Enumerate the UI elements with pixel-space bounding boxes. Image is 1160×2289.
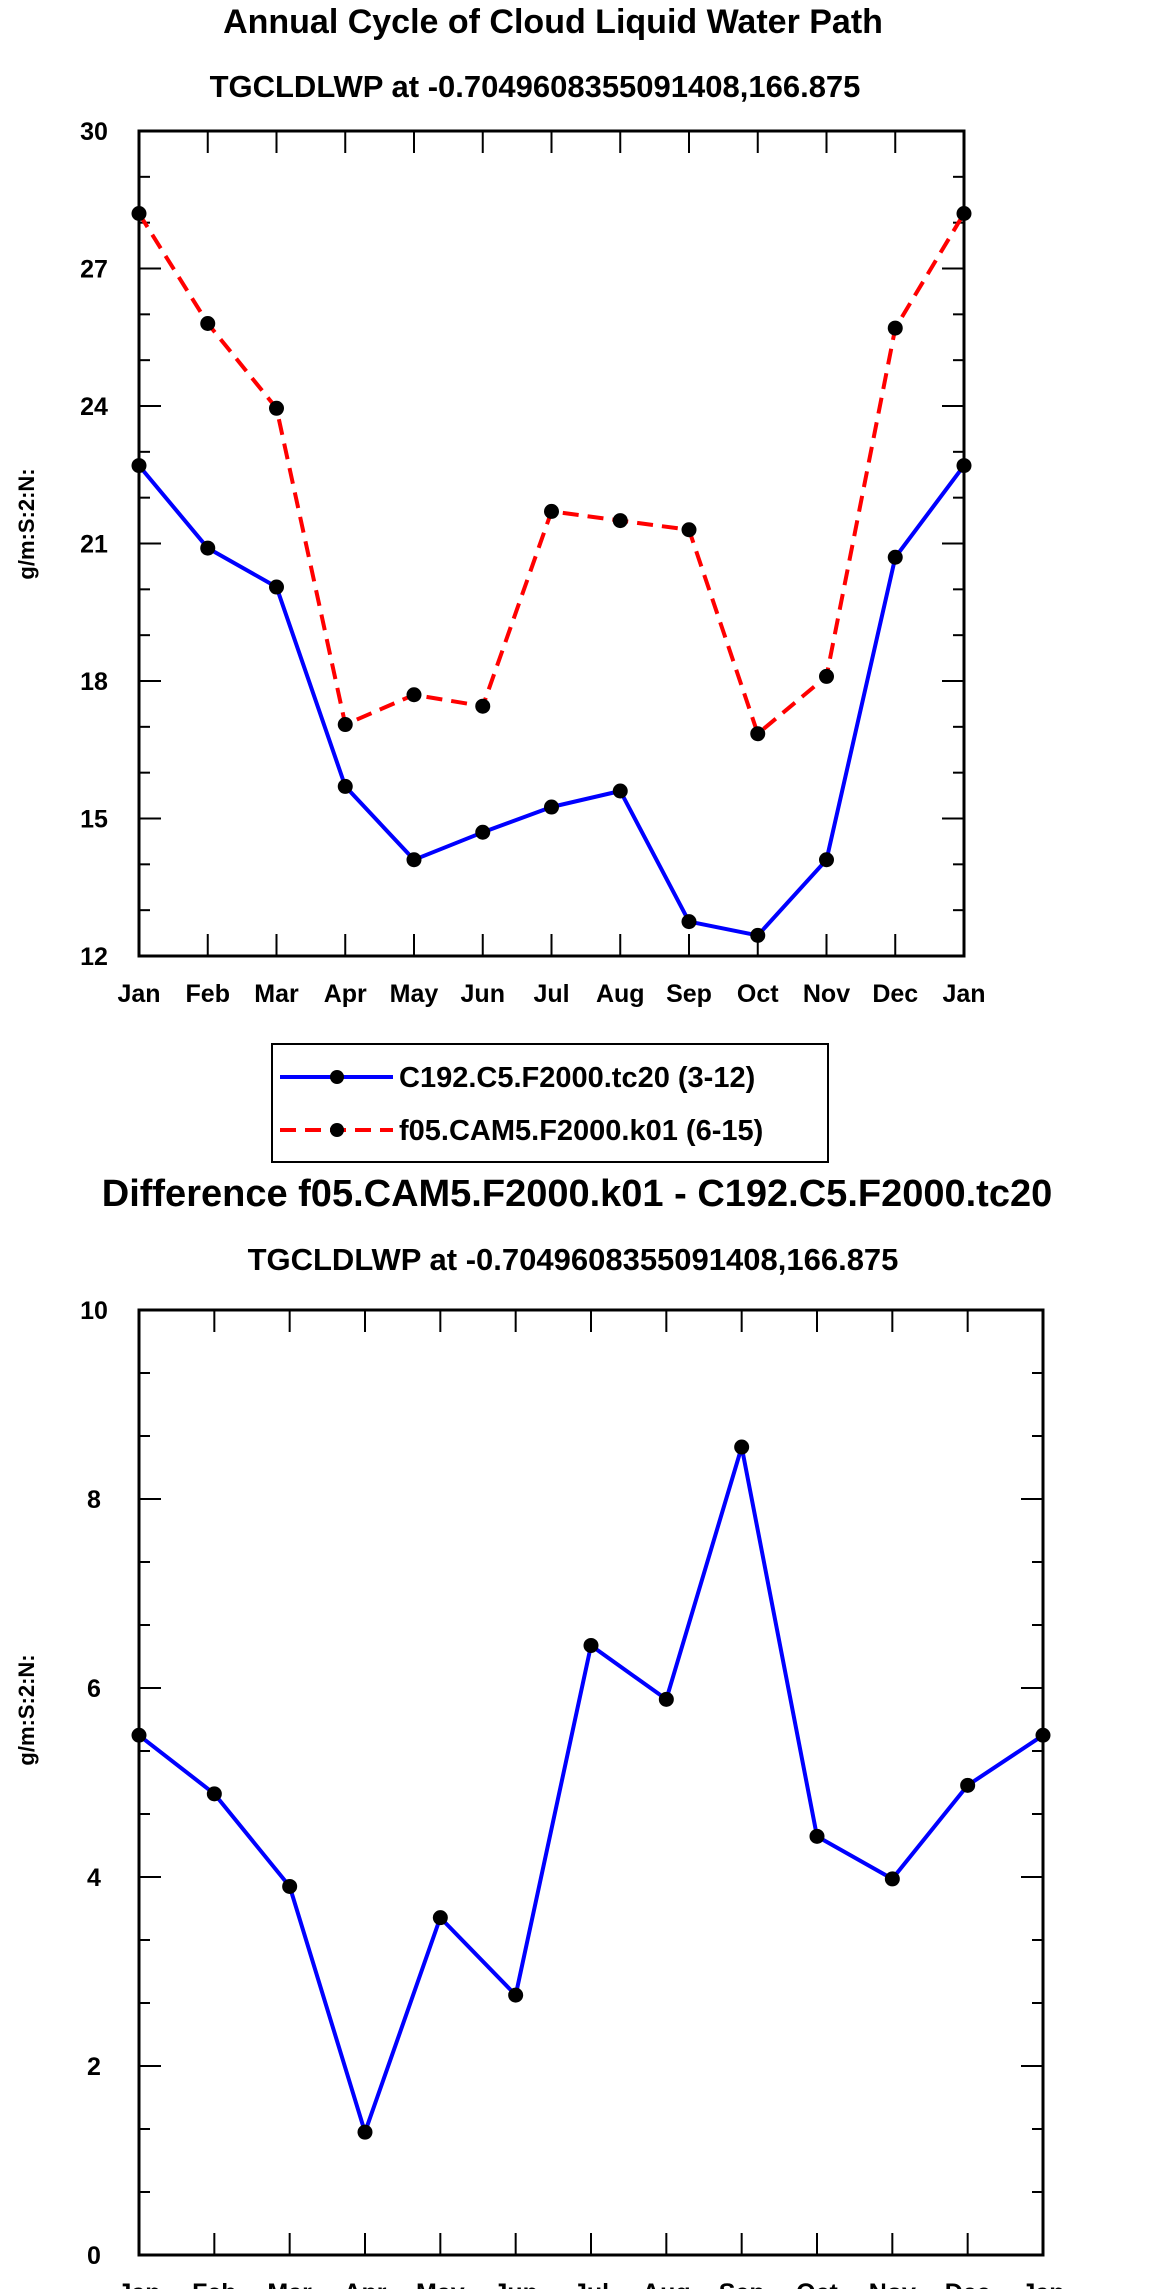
chart1-legend: C192.C5.F2000.tc20 (3-12) f05.CAM5.F2000…	[271, 1043, 829, 1163]
chart1-y-axis-label: g/m:S:2:N:	[14, 468, 39, 579]
legend-marker-series-1	[330, 1070, 344, 1084]
chart2-series-1-point	[282, 1878, 298, 1894]
y-tick-label: 24	[80, 393, 108, 421]
x-tick-label: Apr	[324, 980, 367, 1008]
chart2-series-1-point	[508, 1987, 524, 2003]
x-tick-label: Nov	[869, 2279, 916, 2289]
x-tick-label: Mar	[254, 980, 299, 1008]
y-tick-label: 10	[80, 1297, 108, 1325]
y-tick-label: 4	[87, 1864, 101, 1892]
chart1-series-1-point	[544, 799, 559, 815]
chart1-series-2-point	[406, 687, 422, 703]
legend-box	[271, 1043, 829, 1163]
chart2-series-1-point	[357, 2124, 373, 2140]
y-tick-label: 6	[87, 1675, 101, 1703]
x-tick-label: Aug	[596, 980, 645, 1008]
x-tick-label: May	[416, 2279, 465, 2289]
x-tick-label: Jun	[461, 980, 505, 1008]
legend-marker-series-2	[330, 1123, 344, 1137]
chart1-series-2-point	[200, 316, 216, 331]
x-tick-label: Jan	[117, 980, 160, 1008]
x-tick-label: Jan	[942, 980, 985, 1008]
x-tick-label: Feb	[186, 980, 230, 1008]
chart1-series-2-point	[819, 668, 834, 684]
chart1-series-1-point	[956, 458, 972, 474]
x-tick-label: Jul	[533, 980, 569, 1008]
chart2-series-1-point	[1035, 1727, 1051, 1743]
chart2-plot: 0 2 4 6 8 10 Jan Feb Mar Apr May Jun Jul Aug Sep Oct Nov…	[80, 1297, 1064, 2289]
y-tick-label: 0	[87, 2242, 101, 2270]
x-tick-label: Aug	[642, 2279, 691, 2289]
chart1-series-2-point	[750, 726, 766, 742]
chart2-series-1-point	[960, 1777, 976, 1793]
y-tick-label: 2	[87, 2053, 101, 2081]
x-tick-label: Sep	[666, 980, 712, 1008]
x-tick-label: Oct	[796, 2279, 838, 2289]
chart1-series-1-point	[681, 914, 697, 930]
y-tick-label: 15	[80, 806, 108, 834]
chart1-series-2-point	[475, 698, 491, 714]
y-tick-label: 12	[80, 943, 108, 971]
chart1-series-1-point	[612, 783, 628, 799]
chart2-series-1-point	[658, 1691, 674, 1707]
chart2-series-1-point	[206, 1786, 222, 1802]
x-tick-label: Jul	[573, 2279, 609, 2289]
chart1-series-1-point	[819, 852, 834, 868]
chart1-series-2-point	[131, 206, 147, 221]
chart1-series-2-point	[337, 717, 353, 733]
y-tick-label: 18	[80, 668, 108, 696]
chart1-title: Annual Cycle of Cloud Liquid Water Path	[223, 3, 883, 41]
chart1-series-1-point	[337, 778, 353, 794]
y-tick-label: 21	[80, 531, 108, 559]
y-tick-label: 27	[80, 256, 108, 284]
chart1-series-1-point	[750, 927, 766, 943]
chart1-series-1-point	[406, 852, 422, 868]
chart1-series-1-point	[269, 579, 284, 595]
chart2-series-1-point	[583, 1637, 599, 1653]
chart2-subtitle: TGCLDLWP at -0.7049608355091408,166.875	[248, 1242, 899, 1277]
chart1-series-1-point	[131, 458, 147, 474]
chart2-title: Difference f05.CAM5.F2000.k01 - C192.C5.…	[102, 1173, 1052, 1215]
chart2-series-1-point	[131, 1727, 147, 1743]
x-tick-label: Jan	[1021, 2279, 1064, 2289]
legend-label-series-2: f05.CAM5.F2000.k01 (6-15)	[399, 1115, 763, 1147]
chart1-series-1-point	[200, 540, 216, 556]
x-tick-label: Feb	[192, 2279, 236, 2289]
chart2-series-1-point	[884, 1871, 900, 1887]
chart2-series-1-point	[809, 1828, 825, 1844]
x-tick-label: Dec	[872, 980, 918, 1008]
x-tick-label: Apr	[343, 2279, 386, 2289]
chart1-series-1-point	[887, 549, 903, 565]
x-tick-label: Jun	[493, 2279, 537, 2289]
x-tick-label: Oct	[737, 980, 779, 1008]
legend-label-series-1: C192.C5.F2000.tc20 (3-12)	[399, 1062, 755, 1094]
chart1-series-1-point	[475, 824, 491, 840]
chart1-series-2-point	[956, 206, 972, 221]
chart2-series-1-point	[734, 1439, 750, 1455]
chart2-y-axis-label: g/m:S:2:N:	[14, 1654, 39, 1765]
x-tick-label: May	[390, 980, 439, 1008]
chart1-plot: 12 15 18 21 24 27 30 Jan Feb Mar Apr May Jun Jul Aug Se…	[80, 118, 985, 1008]
x-tick-label: Dec	[945, 2279, 991, 2289]
chart1-series-2-point	[544, 503, 559, 519]
x-tick-label: Jan	[117, 2279, 160, 2289]
x-tick-label: Mar	[267, 2279, 312, 2289]
chart1-series-2-point	[269, 400, 284, 416]
chart1-subtitle: TGCLDLWP at -0.7049608355091408,166.875	[210, 69, 861, 104]
y-tick-label: 8	[87, 1486, 101, 1514]
chart1-series-2-point	[681, 522, 697, 538]
y-tick-label: 30	[80, 118, 108, 146]
x-tick-label: Sep	[719, 2279, 765, 2289]
x-tick-label: Nov	[803, 980, 850, 1008]
chart1-series-2-point	[612, 513, 628, 529]
chart2-series-1-point	[432, 1910, 448, 1926]
chart1-series-2-point	[887, 320, 903, 336]
